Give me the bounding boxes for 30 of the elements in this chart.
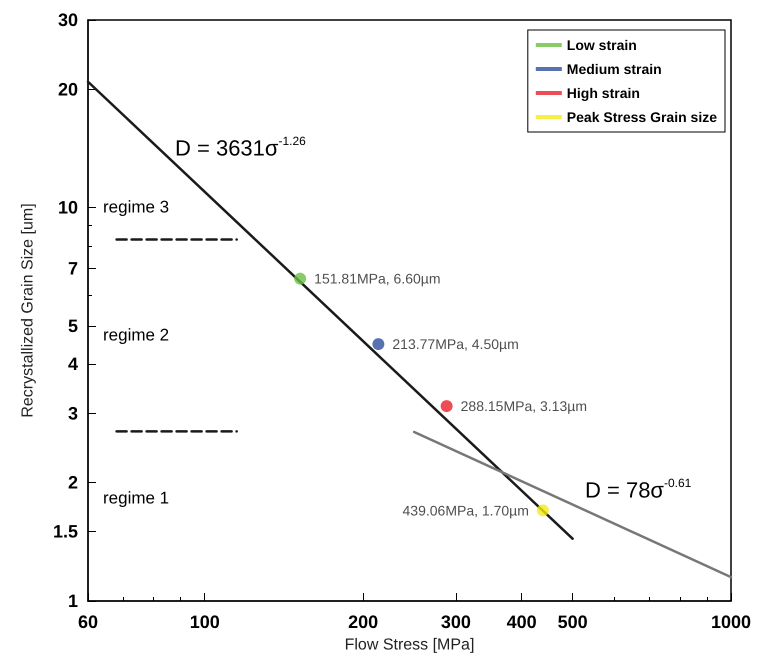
legend-label: Peak Stress Grain size — [566, 109, 718, 125]
x-tick-label: 200 — [348, 612, 378, 632]
annotation: regime 2 — [103, 326, 170, 344]
y-axis-title: Recrystallized Grain Size [um] — [20, 203, 36, 418]
legend-label: High strain — [566, 85, 640, 101]
y-tick-label: 4 — [68, 354, 78, 374]
x-tick-label: 100 — [190, 612, 220, 632]
y-tick-label: 5 — [68, 316, 78, 336]
y-tick-label: 20 — [58, 79, 78, 100]
y-tick-label: 30 — [58, 10, 78, 30]
data-label: 213.77MPa, 4.50µm — [392, 336, 519, 352]
data-label: 439.06MPa, 1.70µm — [402, 502, 529, 518]
y-tick-label: 3 — [68, 403, 78, 424]
annotation: regime 1 — [103, 488, 170, 508]
y-tick-label: 7 — [68, 258, 78, 279]
legend-label: Medium strain — [566, 61, 662, 77]
legend-label: Low strain — [566, 37, 637, 53]
y-tick-label: 2 — [68, 472, 78, 493]
x-tick-label: 300 — [440, 612, 471, 632]
annotation: regime 3 — [103, 198, 170, 216]
data-label: 151.81MPa, 6.60µm — [314, 270, 441, 287]
x-tick-label: 400 — [506, 612, 537, 632]
data-label: 288.15MPa, 3.13µm — [460, 398, 587, 414]
x-axis-title: Flow Stress [MPa] — [344, 636, 474, 654]
x-tick-label: 500 — [558, 612, 588, 632]
x-tick-label: 1000 — [710, 612, 752, 632]
x-tick-label: 60 — [78, 612, 98, 632]
y-tick-label: 10 — [58, 198, 78, 218]
y-tick-label: 1 — [68, 591, 78, 611]
y-tick-label: 1.5 — [52, 522, 78, 542]
